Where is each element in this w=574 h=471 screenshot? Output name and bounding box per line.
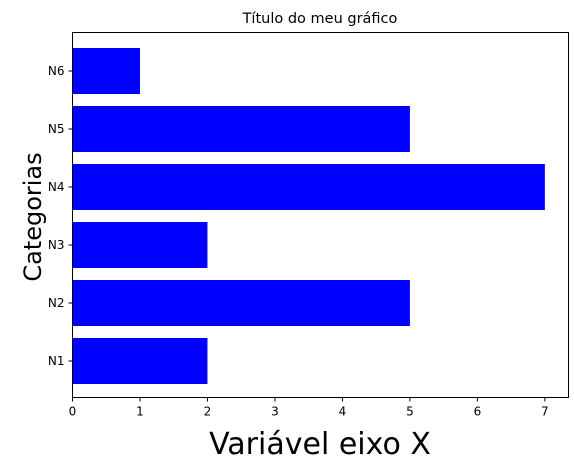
plot-frame xyxy=(72,32,569,398)
x-axis-ticks: 0 1 2 3 4 5 6 7 xyxy=(69,397,549,419)
y-axis-ticks: N1 N2 N3 N4 N5 N6 xyxy=(48,64,73,368)
bar-n1 xyxy=(72,338,208,384)
bar-n3 xyxy=(72,222,208,268)
y-tick-label: N4 xyxy=(48,180,65,194)
y-axis-label: Categorias xyxy=(19,152,47,281)
bar-n2 xyxy=(72,280,410,326)
x-tick-label: 1 xyxy=(136,405,144,419)
x-tick-label: 2 xyxy=(204,405,212,419)
y-tick-label: N1 xyxy=(48,354,65,368)
x-tick-label: 0 xyxy=(69,405,77,419)
y-tick-label: N6 xyxy=(48,64,65,78)
y-tick-label: N2 xyxy=(48,296,65,310)
y-tick-label: N3 xyxy=(48,238,65,252)
bar-n6 xyxy=(72,48,140,94)
x-tick-label: 6 xyxy=(474,405,482,419)
y-tick-label: N5 xyxy=(48,122,65,136)
x-tick-label: 7 xyxy=(541,405,549,419)
x-tick-label: 5 xyxy=(406,405,414,419)
x-tick-label: 3 xyxy=(271,405,279,419)
x-axis-label: Variável eixo X xyxy=(209,427,431,462)
bar-n5 xyxy=(72,106,410,152)
bar-n4 xyxy=(72,164,545,210)
chart-title: Título do meu gráfico xyxy=(242,11,398,27)
x-tick-label: 4 xyxy=(339,405,347,419)
bars-group xyxy=(72,48,545,384)
